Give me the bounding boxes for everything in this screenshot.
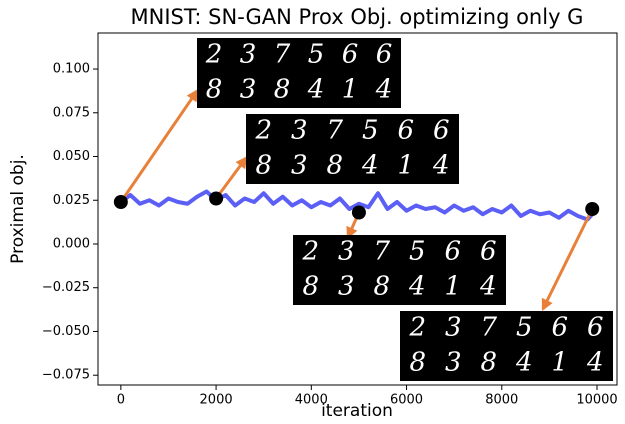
sample-digit: 6 <box>433 116 450 146</box>
sample-digit: 4 <box>515 348 533 378</box>
sample-digit: 4 <box>408 272 426 302</box>
sample-digit: 6 <box>480 237 497 267</box>
y-tick-label: −0.050 <box>42 324 90 339</box>
sample-digit: 8 <box>373 272 390 302</box>
sample-digit: 8 <box>326 151 343 181</box>
sample-digit: 6 <box>397 116 414 146</box>
sample-digit: 4 <box>432 151 450 181</box>
y-tick-label: 0.000 <box>53 236 90 251</box>
sample-digit: 8 <box>302 272 319 302</box>
sample-digit: 4 <box>307 75 325 105</box>
y-tick-label: 0.075 <box>53 105 90 120</box>
sample-digit: 3 <box>240 40 257 70</box>
sample-digit: 6 <box>342 40 359 70</box>
sample-digit: 8 <box>409 348 426 378</box>
sample-digit: 2 <box>408 313 426 343</box>
y-tick-label: 0.100 <box>53 62 90 77</box>
sample-digit: 5 <box>409 237 426 267</box>
x-tick-label: 8000 <box>485 393 518 408</box>
sample-digit: 6 <box>444 237 461 267</box>
sample-digit: 8 <box>480 348 497 378</box>
sample-digit: 3 <box>338 272 355 302</box>
sample-digit: 3 <box>445 313 462 343</box>
sample-digit: 6 <box>587 313 604 343</box>
sample-digit: 8 <box>206 75 223 105</box>
sample-digit: 6 <box>551 313 568 343</box>
sample-digit: 3 <box>445 348 462 378</box>
chart-title: MNIST: SN-GAN Prox Obj. optimizing only … <box>131 5 584 29</box>
sample-digit: 4 <box>361 151 379 181</box>
arrow <box>216 158 246 199</box>
sample-digit: 3 <box>291 151 308 181</box>
sample-digit: 5 <box>308 40 325 70</box>
sample-digit: 1 <box>444 272 461 302</box>
sample-digit: 7 <box>480 313 497 343</box>
marker <box>585 202 599 216</box>
y-tick-label: 0.050 <box>53 149 90 164</box>
sample-digit: 7 <box>326 116 343 146</box>
sample-digit: 4 <box>479 272 497 302</box>
sample-digit: 5 <box>516 313 533 343</box>
sample-digit: 3 <box>240 75 257 105</box>
y-tick-label: 0.025 <box>53 193 90 208</box>
arrow <box>121 91 197 202</box>
sample-image <box>246 114 459 184</box>
x-tick-label: 4000 <box>295 393 328 408</box>
y-axis-label: Proximal obj. <box>8 154 28 264</box>
y-tick-label: −0.025 <box>42 280 90 295</box>
arrow <box>543 209 592 309</box>
sample-digit: 3 <box>291 116 308 146</box>
sample-digit: 7 <box>274 40 291 70</box>
marker <box>209 192 223 206</box>
sample-image <box>197 38 401 108</box>
sample-digit: 2 <box>301 237 319 267</box>
sample-digit: 8 <box>274 75 291 105</box>
x-tick-label: 0 <box>117 393 125 408</box>
sample-digit: 1 <box>342 75 359 105</box>
sample-digit: 1 <box>397 151 414 181</box>
sample-digit: 1 <box>551 348 568 378</box>
sample-digit: 8 <box>255 151 272 181</box>
sample-image <box>400 311 613 381</box>
sample-digit: 2 <box>254 116 272 146</box>
sample-digit: 7 <box>373 237 390 267</box>
y-tick-label: −0.075 <box>42 368 90 383</box>
x-tick-label: 6000 <box>390 393 423 408</box>
sample-digit: 5 <box>362 116 379 146</box>
chart: MNIST: SN-GAN Prox Obj. optimizing only … <box>0 0 625 424</box>
sample-digit: 2 <box>205 40 223 70</box>
marker <box>352 205 366 219</box>
marker <box>114 195 128 209</box>
sample-digit: 4 <box>375 75 393 105</box>
x-tick-label: 10000 <box>576 393 617 408</box>
x-tick-label: 2000 <box>200 393 233 408</box>
x-axis-label: iteration <box>321 401 393 421</box>
sample-image <box>293 235 506 305</box>
sample-digit: 3 <box>338 237 355 267</box>
sample-digit: 4 <box>586 348 604 378</box>
sample-digit: 6 <box>376 40 393 70</box>
